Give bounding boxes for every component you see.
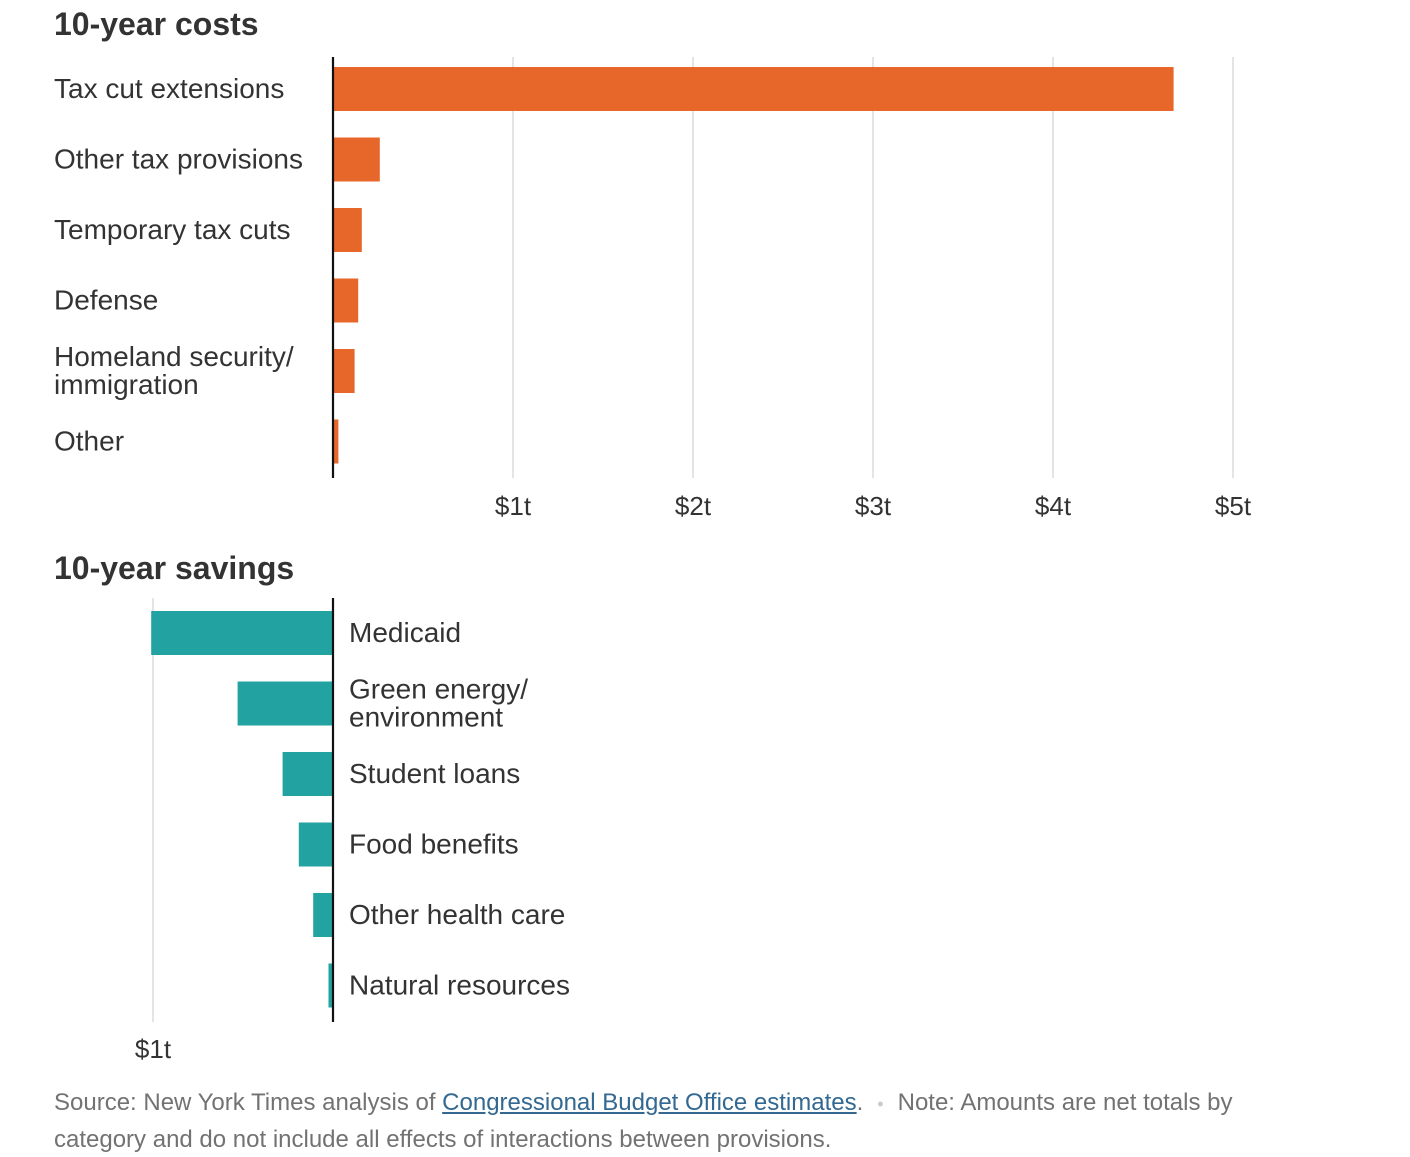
costs-bar-other-tax-provisions [333, 137, 380, 182]
savings-category-label: Natural resources [349, 970, 570, 1001]
savings-tick-label: $1t [135, 1034, 172, 1064]
footer-note: Note: Amounts are net totals by category… [54, 1089, 1233, 1153]
costs-tick-label: $2t [675, 491, 712, 521]
costs-category-label: Defense [54, 285, 158, 316]
savings-bar-natural-resources [328, 963, 333, 1008]
source-link[interactable]: Congressional Budget Office estimates [442, 1089, 857, 1116]
costs-category-label: Tax cut extensions [54, 73, 284, 104]
costs-bar-temporary-tax-cuts [333, 208, 362, 252]
costs-bar-other [333, 419, 339, 464]
costs-category-label: Other tax provisions [54, 144, 303, 175]
costs-title: 10-year costs [54, 6, 259, 42]
savings-title: 10-year savings [54, 550, 294, 586]
costs-category-label: Homeland security/immigration [54, 341, 294, 400]
costs-bar-defense [333, 278, 359, 323]
source-suffix: . [856, 1089, 864, 1116]
savings-bar-student-loans [282, 752, 333, 796]
savings-category-label: Food benefits [349, 829, 519, 860]
savings-chart: 10-year savings $1t Medicaid Green energy/e… [54, 550, 570, 1064]
costs-tick-label: $1t [495, 491, 532, 521]
savings-category-label: Student loans [349, 758, 520, 789]
costs-category-label: Temporary tax cuts [54, 214, 291, 245]
costs-chart: 10-year costs $1t $2t $3t $4t $5t Tax cut exte… [54, 6, 1252, 521]
costs-bar-homeland-security-immigration [333, 349, 355, 393]
savings-category-label: Medicaid [349, 617, 461, 648]
source-prefix: Source: New York Times analysis of [54, 1089, 443, 1116]
savings-category-label: Green energy/environment [349, 674, 528, 733]
chart-footer: Source: New York Times analysis of Congr… [54, 1085, 1294, 1157]
savings-bar-medicaid [151, 611, 333, 655]
savings-category-label: Other health care [349, 899, 565, 930]
savings-bar-food-benefits [298, 822, 333, 867]
separator-dot: • [877, 1094, 884, 1114]
costs-category-label: Other [54, 426, 124, 457]
savings-bar-other-health-care [313, 893, 333, 937]
savings-bar-green-energy-environment [237, 681, 333, 726]
costs-tick-label: $3t [855, 491, 892, 521]
costs-tick-label: $4t [1035, 491, 1072, 521]
costs-tick-label: $5t [1215, 491, 1252, 521]
costs-bar-tax-cut-extensions [333, 67, 1174, 111]
